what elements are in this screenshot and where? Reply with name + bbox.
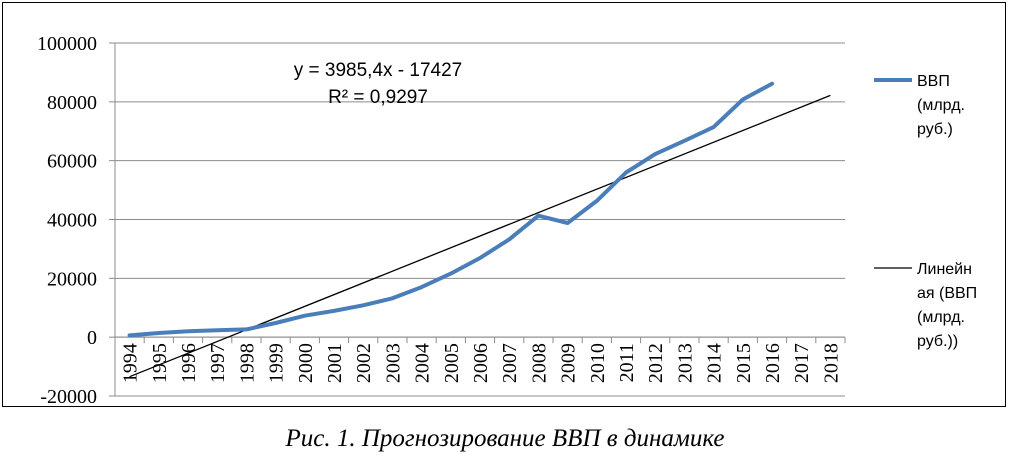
- x-tick-label: 2006: [470, 343, 492, 383]
- x-tick-label: 1996: [178, 343, 200, 383]
- x-tick-label: 2012: [645, 343, 667, 383]
- chart-frame: [2, 2, 1006, 407]
- x-tick-label: 2008: [528, 343, 550, 383]
- x-tick-label: 2009: [558, 343, 580, 383]
- legend-trend-label-1: Линейн: [917, 261, 972, 278]
- x-axis-tick-labels: 1994 1995 1996 1997 1998 1999 2000 2001 2002 2003…: [120, 343, 843, 383]
- figure-caption: Рис. 1. Прогнозирование ВВП в динамике: [285, 425, 725, 452]
- x-tick-label: 1994: [120, 343, 142, 383]
- legend-trend-label-2: ая (ВВП: [917, 285, 977, 302]
- x-tick-label: 2001: [324, 343, 346, 383]
- x-tick-label: 2002: [353, 343, 375, 383]
- y-tick-label: -20000: [40, 386, 97, 408]
- y-tick-label: 80000: [47, 92, 97, 114]
- x-tick-label: 1999: [266, 343, 288, 383]
- x-tick-label: 1998: [236, 343, 258, 383]
- x-tick-label: 2011: [616, 343, 638, 382]
- x-tick-label: 2010: [587, 343, 609, 383]
- legend-gdp-label-2: (млрд.: [917, 97, 965, 114]
- y-axis-tick-labels: 100000 80000 60000 40000 20000 0 -20000: [37, 33, 97, 408]
- x-tick-label: 2003: [382, 343, 404, 383]
- legend-trend-label-3: (млрд.: [917, 309, 965, 326]
- x-tick-label: 2016: [762, 343, 784, 383]
- x-tick-label: 2014: [704, 343, 726, 383]
- x-tick-label: 1995: [149, 343, 171, 383]
- x-tick-label: 1997: [207, 343, 229, 383]
- gdp-series-line: [127, 81, 774, 338]
- x-tick-label: 2007: [499, 343, 521, 383]
- trendline-equation: y = 3985,4x - 17427: [294, 60, 463, 81]
- x-tick-label: 2005: [441, 343, 463, 383]
- x-tick-label: 2004: [412, 343, 434, 383]
- x-tick-label: 2015: [733, 343, 755, 383]
- y-tick-label: 60000: [47, 151, 97, 173]
- axes: [109, 42, 846, 397]
- x-tick-label: 2000: [295, 343, 317, 383]
- y-tick-label: 100000: [37, 33, 97, 55]
- x-tick-label: 2017: [791, 343, 813, 383]
- legend: ВВП (млрд. руб.) Линейн ая (ВВП (млрд. р…: [874, 73, 977, 350]
- legend-gdp-label-1: ВВП: [917, 73, 950, 90]
- trendline: [129, 94, 831, 378]
- legend-trend-label-4: руб.)): [917, 333, 958, 350]
- x-tick-label: 2018: [820, 343, 842, 383]
- y-tick-label: 20000: [47, 268, 97, 290]
- legend-gdp-label-3: руб.): [917, 121, 953, 138]
- y-tick-label: 0: [87, 327, 97, 349]
- y-tick-label: 40000: [47, 210, 97, 232]
- x-tick-label: 2013: [674, 343, 696, 383]
- r-squared-label: R² = 0,9297: [328, 87, 428, 108]
- gridlines: [115, 42, 845, 397]
- series-layer: [127, 81, 831, 378]
